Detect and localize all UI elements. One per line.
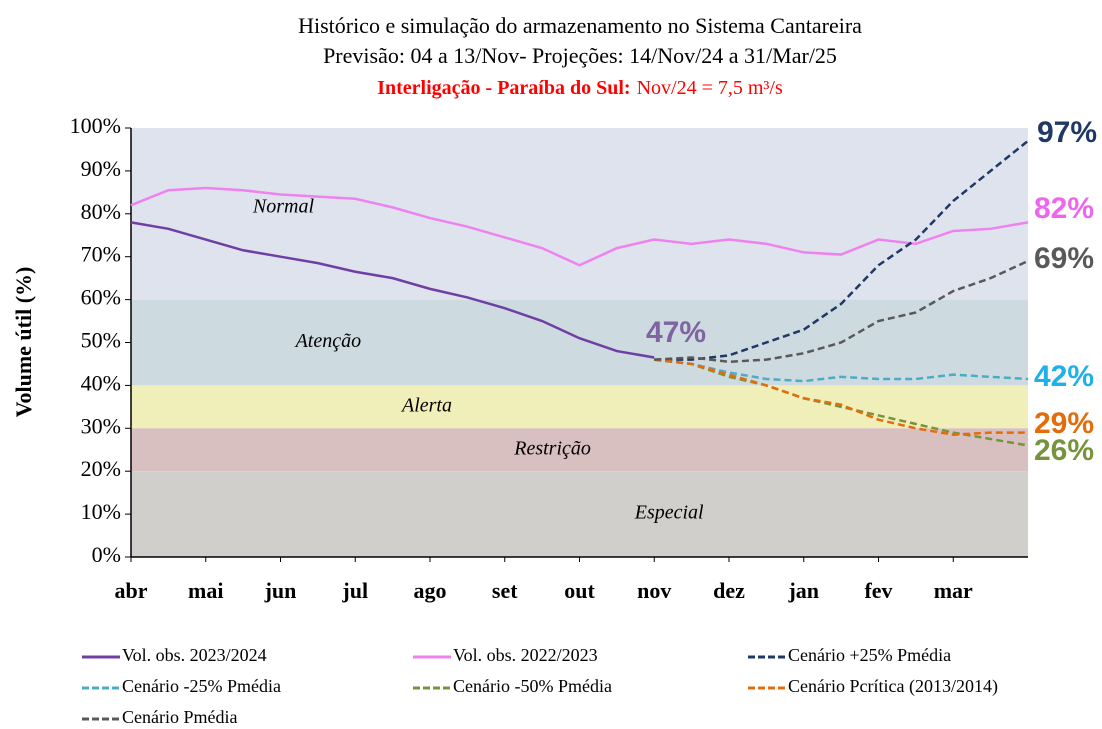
- y-tick-label: 0%: [92, 542, 121, 567]
- annotation: 82%: [1034, 192, 1094, 225]
- x-tick-label: out: [564, 578, 595, 603]
- x-tick-label: abr: [115, 578, 148, 603]
- zone: [131, 385, 1028, 429]
- chart-note: Interligação - Paraíba do Sul: Nov/24 = 7…: [377, 77, 783, 99]
- legend-label: Vol. obs. 2022/2023: [453, 645, 598, 665]
- y-tick-label: 20%: [81, 456, 121, 481]
- y-tick-label: 80%: [81, 199, 121, 224]
- annotation: 29%: [1034, 407, 1094, 440]
- y-tick-label: 90%: [81, 156, 121, 181]
- y-tick-label: 60%: [81, 285, 121, 310]
- series-line: [130, 221, 655, 359]
- y-tick-label: 30%: [81, 413, 121, 438]
- zone-label: Alerta: [400, 394, 452, 416]
- note-bold: Interligação - Paraíba do Sul:: [377, 77, 630, 99]
- y-tick-label: 50%: [81, 328, 121, 353]
- x-tick-label: dez: [713, 578, 745, 603]
- series-line: [130, 186, 1029, 267]
- legend-label: Cenário +25% Pmédia: [788, 645, 951, 665]
- legend-label: Cenário Pmédia: [122, 707, 237, 727]
- y-tick-label: 100%: [70, 113, 121, 138]
- y-tick-label: 70%: [81, 242, 121, 267]
- note-text: Nov/24 = 7,5 m³/s: [637, 77, 783, 99]
- x-tick-label: jan: [787, 578, 819, 603]
- y-tick-label: 40%: [81, 370, 121, 395]
- series-line: [654, 259, 1029, 364]
- zone-label: Normal: [252, 195, 315, 217]
- x-tick-label: fev: [864, 578, 892, 603]
- x-tick-label: jul: [341, 578, 368, 603]
- annotation: 97%: [1037, 116, 1097, 149]
- legend-label: Cenário Pcrítica (2013/2014): [788, 676, 998, 697]
- chart-subtitle: Previsão: 04 a 13/Nov- Projeções: 14/Nov…: [323, 43, 837, 68]
- zone-label: Especial: [634, 502, 704, 524]
- zone: [131, 471, 1028, 557]
- annotation: 26%: [1034, 434, 1094, 467]
- zone: [131, 128, 1028, 300]
- legend-label: Cenário -25% Pmédia: [122, 676, 281, 696]
- chart-title: Histórico e simulação do armazenamento n…: [298, 13, 862, 38]
- annotation: 47%: [646, 316, 706, 349]
- series-line: [654, 139, 1029, 361]
- zone-label: Atenção: [294, 330, 362, 352]
- series-line: [654, 358, 1028, 436]
- x-tick-label: set: [492, 578, 518, 603]
- zone-label: Restrição: [513, 437, 591, 459]
- zone: [131, 428, 1028, 472]
- x-tick-label: nov: [637, 578, 671, 603]
- x-tick-label: jun: [264, 578, 297, 603]
- legend-label: Cenário -50% Pmédia: [453, 676, 612, 696]
- zone: [131, 299, 1028, 386]
- series-line: [654, 358, 1029, 383]
- y-tick-label: 10%: [81, 499, 121, 524]
- annotation: 42%: [1034, 360, 1094, 393]
- legend-label: Vol. obs. 2023/2024: [122, 645, 267, 665]
- x-tick-label: ago: [414, 578, 447, 603]
- annotation: 69%: [1034, 242, 1094, 275]
- y-axis-label: Volume útil (%): [11, 267, 36, 418]
- x-tick-label: mar: [934, 578, 973, 603]
- x-tick-label: mai: [188, 578, 223, 603]
